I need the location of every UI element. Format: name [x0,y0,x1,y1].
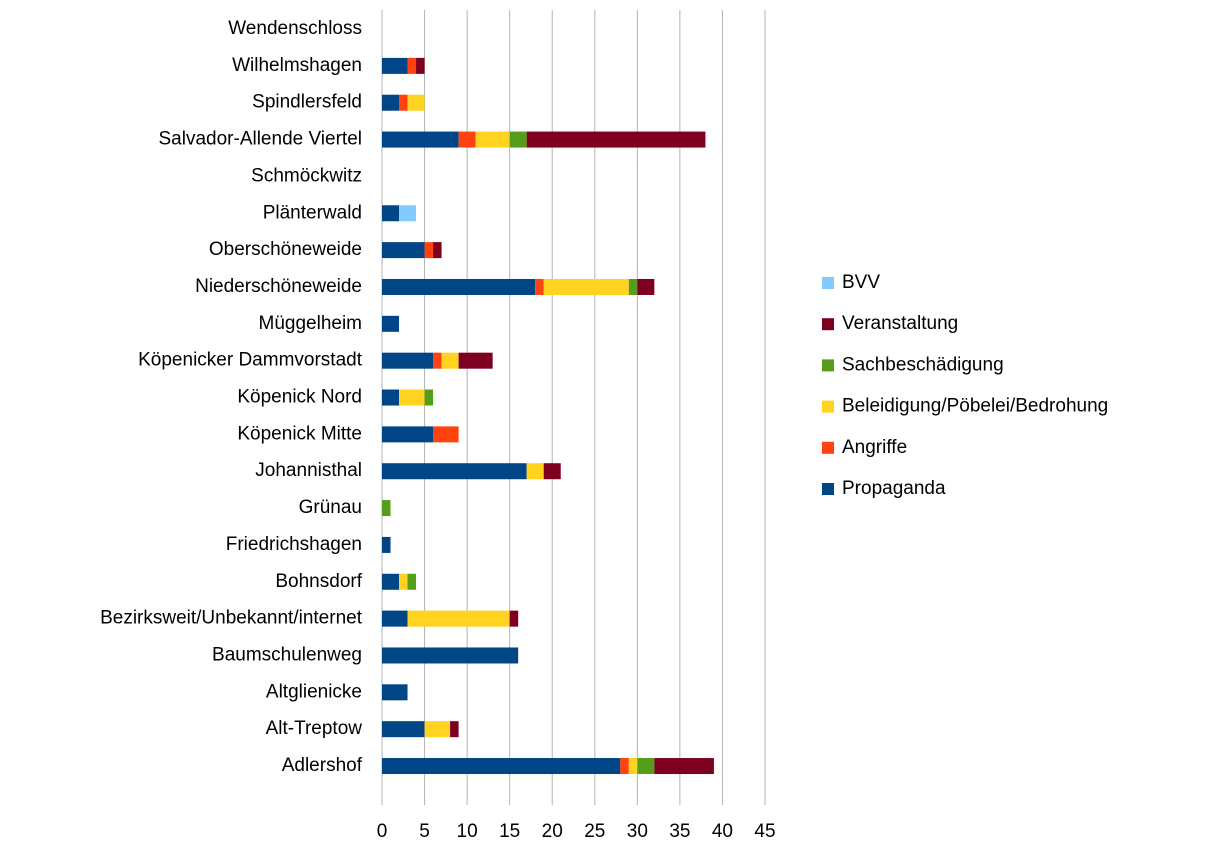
bar-segment [382,684,408,701]
x-tick-label: 5 [419,821,430,842]
y-tick-label: Köpenick Mitte [237,423,362,444]
x-tick-label: 15 [499,821,520,842]
legend-swatch [822,277,834,289]
bar-segment [382,131,459,148]
bar-segment [509,131,527,148]
y-tick-label: Grünau [299,497,362,518]
bar-segment [450,721,459,738]
y-tick-label: Bohnsdorf [275,571,362,592]
x-tick-label: 0 [377,821,388,842]
x-tick-label: 25 [584,821,605,842]
bar-segment [382,278,536,295]
bar-segment [382,205,400,222]
bar-segment [526,463,544,480]
bar-segment [382,94,400,111]
bar-segment [382,426,434,443]
y-tick-label: Niederschöneweide [195,276,362,297]
legend-swatch [822,359,834,372]
y-tick-label: Baumschulenweg [212,644,362,665]
legend-label: Angriffe [842,437,907,458]
y-tick-label: Plänterwald [263,202,362,223]
bar-segment [654,758,714,775]
x-tick-label: 45 [754,821,775,842]
y-tick-label: Friedrichshagen [226,534,362,555]
bar-segment [475,131,510,148]
bar-segment [433,242,442,259]
bar-segment [424,242,434,259]
bar-segment [382,721,425,738]
bar-segment [637,758,655,775]
y-tick-label: Müggelheim [259,313,363,334]
bar-segment [382,573,400,590]
legend-label: Veranstaltung [842,313,958,334]
bar-segment [637,278,655,295]
legend-label: Sachbeschädigung [842,354,1004,375]
y-tick-label: Johannisthal [255,460,362,481]
bar-segment [628,758,638,775]
bar-segment [543,278,629,295]
x-tick-label: 20 [542,821,563,842]
bar-segment [407,57,417,74]
bar-segment [543,463,561,480]
bar-segment [441,352,459,369]
y-tick-label: Bezirksweit/Unbekannt/internet [100,608,363,629]
bar-segment [399,94,408,111]
y-tick-label: Wendenschloss [228,18,362,39]
x-tick-label: 35 [669,821,690,842]
bar-segment [433,352,442,369]
legend-swatch [822,441,834,454]
y-tick-label: Wilhelmshagen [232,55,362,76]
legend-swatch [822,483,834,495]
legend-label: Propaganda [842,478,946,499]
bar-segment [416,57,425,74]
bar-segment [382,610,408,627]
bar-segment [458,352,493,369]
bar-segment [382,536,391,553]
bar-segment [628,278,638,295]
bar-segment [424,389,434,406]
y-tick-label: Altglienicke [266,681,362,702]
bar-segment [526,131,706,148]
bar-segment [399,573,408,590]
y-tick-label: Köpenick Nord [237,387,362,408]
bar-segment [407,573,417,590]
y-tick-label: Salvador-Allende Viertel [159,129,363,150]
y-tick-label: Alt-Treptow [266,718,363,739]
y-tick-label: Adlershof [282,755,363,776]
y-tick-label: Oberschöneweide [209,239,362,260]
bar-segment [407,94,425,111]
bar-segment [382,389,400,406]
bar-segment [382,758,621,775]
bar-segment [382,352,434,369]
legend-label: Beleidigung/Pöbelei/Bedrohung [842,396,1108,417]
y-tick-label: Köpenicker Dammvorstadt [138,350,363,371]
bar-segment [424,721,451,738]
bar-segment [399,205,417,222]
bar-segment [535,278,544,295]
bar-segment [382,647,519,664]
y-tick-label: Schmöckwitz [251,165,362,186]
bar-segment [458,131,476,148]
legend-swatch [822,318,834,331]
bar-segment [382,463,527,480]
legend-label: BVV [842,272,880,293]
bar-segment [382,500,391,517]
legend-swatch [822,400,834,413]
bar-segment [382,242,425,259]
bar-segment [509,610,519,627]
x-tick-label: 40 [712,821,733,842]
x-tick-label: 30 [627,821,648,842]
bar-segment [399,389,425,406]
bar-segment [433,426,459,443]
y-tick-label: Spindlersfeld [252,92,362,113]
x-tick-label: 10 [457,821,478,842]
bar-segment [382,315,400,332]
bar-segment [382,57,408,74]
bar-segment [620,758,629,775]
bar-segment [407,610,510,627]
